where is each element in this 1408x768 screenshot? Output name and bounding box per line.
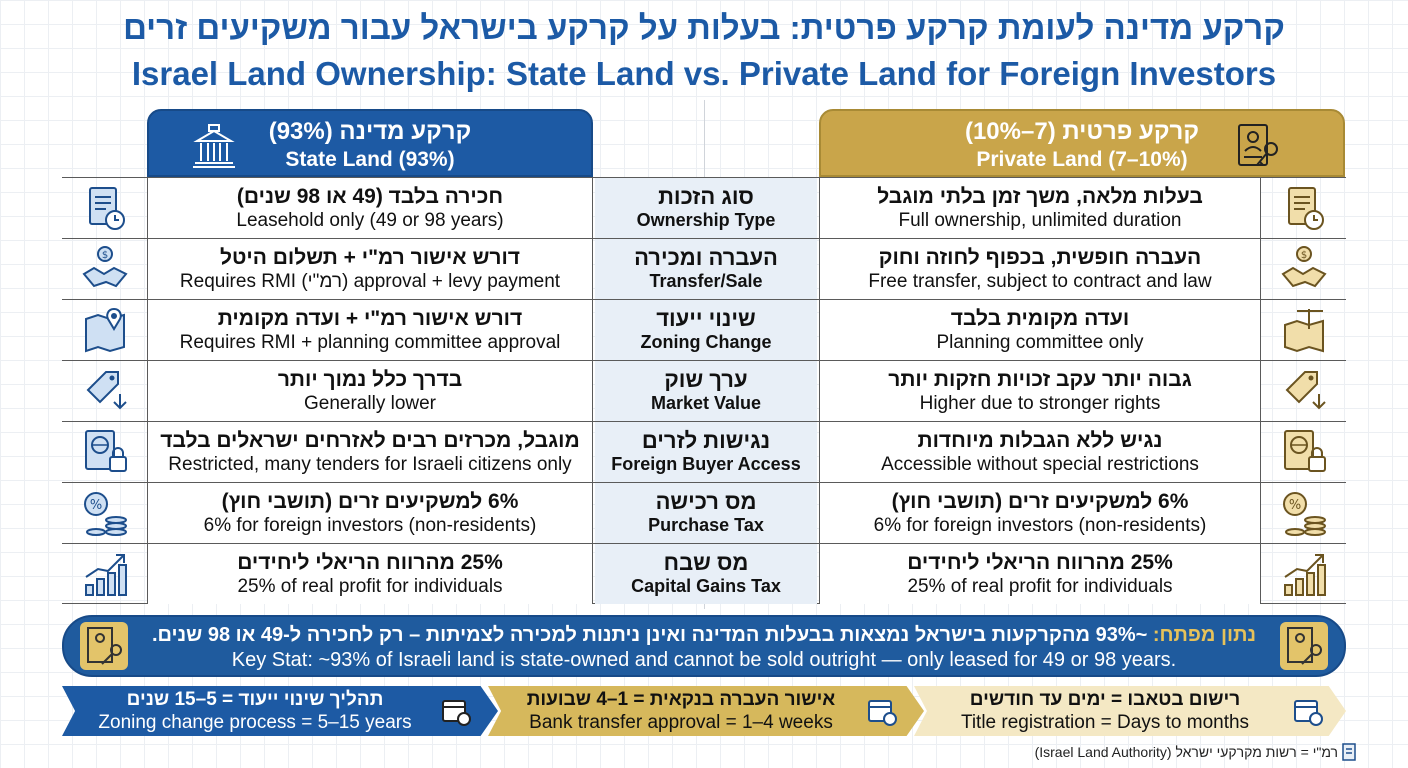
calendar-icon xyxy=(1294,700,1323,726)
category-zoning-he: שינוי ייעוד xyxy=(656,305,756,331)
key-stat-en: Key Stat: ~93% of Israeli land is state-… xyxy=(231,649,1177,671)
calendar-icon xyxy=(442,700,471,726)
category-capital-gains-en: Capital Gains Tax xyxy=(631,575,781,596)
timeline-zoning-he: תהליך שינוי ייעוד = 5–15 שנים xyxy=(126,689,384,710)
timeline-step-bank: אישור העברה בנקאית = 1–4 שבועות Bank tra… xyxy=(488,686,924,736)
title-english: Israel Land Ownership: State Land vs. Pr… xyxy=(131,55,1277,92)
deed-key-icon xyxy=(80,622,128,670)
state-foreign-access-en: Restricted, many tenders for Israeli cit… xyxy=(168,453,572,475)
category-capital-gains-he: מס שבח xyxy=(663,549,749,575)
key-stat-he-text: ~93% מהקרקעות בישראל נמצאות בבעלות המדינ… xyxy=(151,624,1148,646)
deed-key-icon xyxy=(1280,622,1328,670)
percent-coins-icon: % xyxy=(1282,492,1326,536)
state-header-he: קרקע מדינה (93%) xyxy=(268,118,472,145)
state-foreign-access-he: מוגבל, מכרזים רבים לאזרחים ישראלים בלבד xyxy=(160,428,580,452)
table-row: בדרך כלל נמוך יותר Generally lower ערך ש… xyxy=(62,360,1346,421)
key-stat-he: נתון מפתח: ~93% מהקרקעות בישראל נמצאות ב… xyxy=(144,622,1264,648)
category-transfer-he: העברה ומכירה xyxy=(634,244,778,270)
passport-lock-icon xyxy=(1283,430,1326,472)
document-clock-icon xyxy=(1287,187,1324,230)
private-ownership-type-he: בעלות מלאה, משך זמן בלתי מוגבל xyxy=(877,184,1203,208)
key-stat-banner: נתון מפתח: ~93% מהקרקעות בישראל נמצאות ב… xyxy=(62,615,1346,677)
state-header-en: State Land (93%) xyxy=(285,148,455,171)
deed-key-icon xyxy=(1238,124,1278,166)
timeline-title-en: Title registration = Days to months xyxy=(960,712,1250,733)
timeline-step-zoning: תהליך שינוי ייעוד = 5–15 שנים Zoning cha… xyxy=(62,686,498,736)
government-building-icon xyxy=(193,124,235,168)
state-transfer-en: Requires RMI (רמ"י) approval + levy paym… xyxy=(179,270,561,292)
private-market-value-en: Higher due to stronger rights xyxy=(919,392,1161,414)
table-row: מוגבל, מכרזים רבים לאזרחים ישראלים בלבד … xyxy=(62,421,1346,482)
category-market-value-en: Market Value xyxy=(650,392,762,413)
category-foreign-access-he: נגישות לזרים xyxy=(641,427,771,453)
state-market-value-en: Generally lower xyxy=(304,392,436,414)
table-row: 25% מהרווח הריאלי ליחידים 25% of real pr… xyxy=(62,543,1346,604)
category-ownership-type-he: סוג הזכות xyxy=(658,183,754,209)
price-tag-down-icon xyxy=(1285,371,1326,410)
state-land-header: קרקע מדינה (93%) State Land (93%) xyxy=(147,109,593,177)
price-tag-down-icon xyxy=(86,371,127,410)
svg-text:$: $ xyxy=(1300,250,1306,261)
private-zoning-en: Planning committee only xyxy=(936,331,1144,353)
category-purchase-tax-he: מס רכישה xyxy=(655,488,757,514)
growth-chart-icon xyxy=(84,554,127,596)
private-capital-gains-he: 25% מהרווח הריאלי ליחידים xyxy=(907,550,1173,574)
private-foreign-access-he: נגיש ללא הגבלות מיוחדות xyxy=(917,428,1163,452)
state-purchase-tax-en: 6% for foreign investors (non-residents) xyxy=(203,514,537,536)
footnote: רמ"י = רשות מקרקעי ישראל (Israel Land Au… xyxy=(1034,744,1338,760)
svg-text:%: % xyxy=(1288,498,1300,513)
category-foreign-access-en: Foreign Buyer Access xyxy=(611,453,801,474)
category-ownership-type-en: Ownership Type xyxy=(636,209,776,230)
private-market-value-he: גבוה יותר עקב זכויות חזקות יותר xyxy=(888,367,1192,391)
note-icon xyxy=(1342,743,1356,761)
map-pin-icon xyxy=(84,307,125,353)
document-clock-icon xyxy=(88,187,125,230)
private-transfer-he: העברה חופשית, בכפוף לחוזה וחוק xyxy=(878,245,1202,269)
calendar-icon xyxy=(868,700,897,726)
table-row: חכירה בלבד (49 או 98 שנים) Leasehold onl… xyxy=(62,177,1346,238)
state-transfer-he: דורש אישור רמ"י + תשלום היטל xyxy=(219,245,521,269)
state-ownership-type-he: חכירה בלבד (49 או 98 שנים) xyxy=(236,184,504,208)
private-purchase-tax-en: 6% for foreign investors (non-residents) xyxy=(873,514,1207,536)
timeline-title-he: רישום בטאבו = ימים עד חודשים xyxy=(969,689,1241,710)
table-row: % 6% למשקיעים זרים (תושבי חוץ) 6% for fo… xyxy=(62,482,1346,543)
private-purchase-tax-he: 6% למשקיעים זרים (תושבי חוץ) xyxy=(891,489,1189,513)
passport-lock-icon xyxy=(84,430,127,472)
state-capital-gains-en: 25% of real profit for individuals xyxy=(237,575,503,597)
state-market-value-he: בדרך כלל נמוך יותר xyxy=(277,367,463,391)
handshake-coin-icon: $ xyxy=(81,246,128,288)
comparison-table: חכירה בלבד (49 או 98 שנים) Leasehold onl… xyxy=(62,177,1346,605)
private-zoning-he: ועדה מקומית בלבד xyxy=(950,306,1130,330)
private-ownership-type-en: Full ownership, unlimited duration xyxy=(898,209,1182,231)
private-header-en: Private Land (7–10%) xyxy=(976,148,1188,171)
private-foreign-access-en: Accessible without special restrictions xyxy=(881,453,1199,475)
category-zoning-en: Zoning Change xyxy=(640,331,772,352)
state-ownership-type-en: Leasehold only (49 or 98 years) xyxy=(236,209,504,231)
private-capital-gains-en: 25% of real profit for individuals xyxy=(907,575,1173,597)
private-transfer-en: Free transfer, subject to contract and l… xyxy=(868,270,1212,292)
private-header-he: קרקע פרטית (7–10%) xyxy=(964,118,1200,145)
category-transfer-en: Transfer/Sale xyxy=(649,270,763,291)
private-land-header: קרקע פרטית (7–10%) Private Land (7–10%) xyxy=(819,109,1345,177)
timeline-step-title: רישום בטאבו = ימים עד חודשים Title regis… xyxy=(914,686,1346,736)
table-row: $ דורש אישור רמ"י + תשלום היטל Requires … xyxy=(62,238,1346,299)
timeline-zoning-en: Zoning change process = 5–15 years xyxy=(98,712,412,733)
state-zoning-he: דורש אישור רמ"י + ועדה מקומית xyxy=(217,306,523,330)
state-purchase-tax-he: 6% למשקיעים זרים (תושבי חוץ) xyxy=(221,489,519,513)
map-crane-icon xyxy=(1283,309,1324,353)
svg-text:$: $ xyxy=(101,250,107,261)
svg-text:%: % xyxy=(89,498,101,513)
category-purchase-tax-en: Purchase Tax xyxy=(648,514,764,535)
title-hebrew: קרקע מדינה לעומת קרקע פרטית: בעלות על קר… xyxy=(123,9,1285,46)
timeline-bank-he: אישור העברה בנקאית = 1–4 שבועות xyxy=(526,689,836,710)
category-market-value-he: ערך שוק xyxy=(664,366,748,392)
key-stat-lead: נתון מפתח: xyxy=(1152,624,1257,646)
percent-coins-icon: % xyxy=(83,492,127,536)
timeline-bank-en: Bank transfer approval = 1–4 weeks xyxy=(529,712,833,733)
table-row: דורש אישור רמ"י + ועדה מקומית Requires R… xyxy=(62,299,1346,360)
handshake-coin-icon: $ xyxy=(1280,246,1327,288)
state-zoning-en: Requires RMI + planning committee approv… xyxy=(179,331,561,353)
state-capital-gains-he: 25% מהרווח הריאלי ליחידים xyxy=(237,550,503,574)
growth-chart-icon xyxy=(1283,554,1326,596)
